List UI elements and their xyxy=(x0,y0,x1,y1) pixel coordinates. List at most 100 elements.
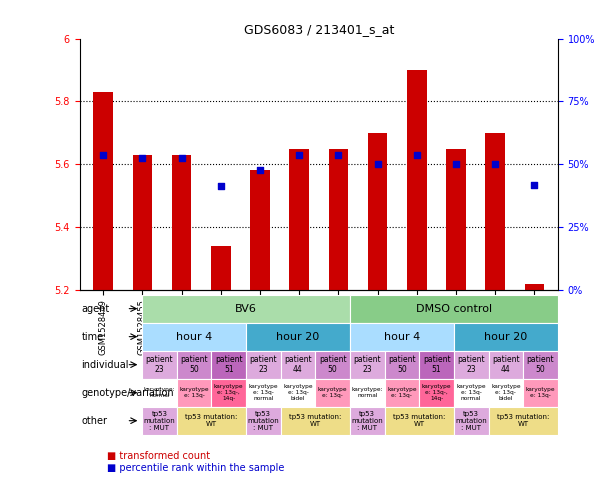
Bar xyxy=(454,351,489,379)
Text: tp53
mutation
: MUT: tp53 mutation : MUT xyxy=(143,411,175,431)
Bar xyxy=(177,351,211,379)
Bar xyxy=(142,379,177,407)
Text: other: other xyxy=(82,416,107,426)
Text: karyotype
e: 13q-,
14q-: karyotype e: 13q-, 14q- xyxy=(422,384,451,401)
Bar xyxy=(454,407,489,435)
Bar xyxy=(172,155,191,290)
Bar xyxy=(523,351,558,379)
Text: patient
50: patient 50 xyxy=(319,355,346,374)
Bar xyxy=(246,407,281,435)
Bar xyxy=(329,148,348,290)
Point xyxy=(451,160,461,168)
Text: ■ percentile rank within the sample: ■ percentile rank within the sample xyxy=(107,463,284,472)
Text: tp53
mutation
: MUT: tp53 mutation : MUT xyxy=(248,411,279,431)
Bar xyxy=(407,70,427,290)
Text: karyotype
e: 13q-,
14q-: karyotype e: 13q-, 14q- xyxy=(214,384,243,401)
Bar xyxy=(281,379,315,407)
Text: patient
50: patient 50 xyxy=(180,355,208,374)
Bar xyxy=(132,155,152,290)
Point xyxy=(373,160,383,168)
Text: karyotype:
normal: karyotype: normal xyxy=(351,387,383,398)
Point xyxy=(490,160,500,168)
Text: patient
44: patient 44 xyxy=(492,355,520,374)
Bar xyxy=(211,379,246,407)
Text: individual: individual xyxy=(82,360,129,369)
Text: DMSO control: DMSO control xyxy=(416,304,492,313)
Text: tp53 mutation:
WT: tp53 mutation: WT xyxy=(185,414,238,427)
Text: agent: agent xyxy=(82,304,110,313)
Bar xyxy=(246,379,281,407)
Text: karyotype
e: 13q-: karyotype e: 13q- xyxy=(179,387,209,398)
Text: patient
23: patient 23 xyxy=(145,355,173,374)
Bar xyxy=(485,133,505,290)
Text: tp53
mutation
: MUT: tp53 mutation : MUT xyxy=(351,411,383,431)
Bar xyxy=(315,351,350,379)
Bar xyxy=(350,379,384,407)
Bar xyxy=(454,379,489,407)
Title: GDS6083 / 213401_s_at: GDS6083 / 213401_s_at xyxy=(243,23,394,36)
Text: patient
44: patient 44 xyxy=(284,355,312,374)
Bar xyxy=(350,407,384,435)
Point xyxy=(530,181,539,188)
Bar xyxy=(250,170,270,290)
Bar xyxy=(419,379,454,407)
Bar xyxy=(523,379,558,407)
Text: tp53 mutation:
WT: tp53 mutation: WT xyxy=(497,414,549,427)
Text: patient
23: patient 23 xyxy=(249,355,277,374)
Bar xyxy=(142,407,177,435)
Bar xyxy=(246,351,281,379)
Text: ■ transformed count: ■ transformed count xyxy=(107,452,210,461)
Text: karyotype
e: 13q-: karyotype e: 13q- xyxy=(387,387,417,398)
Point xyxy=(333,151,343,158)
Bar xyxy=(454,323,558,351)
Bar xyxy=(350,323,454,351)
Point xyxy=(216,182,226,190)
Point xyxy=(137,154,147,162)
Bar xyxy=(419,351,454,379)
Bar xyxy=(142,323,246,351)
Text: tp53 mutation:
WT: tp53 mutation: WT xyxy=(289,414,341,427)
Bar xyxy=(315,379,350,407)
Text: time: time xyxy=(82,332,104,341)
Bar xyxy=(211,351,246,379)
Bar xyxy=(350,295,558,323)
Bar xyxy=(368,133,387,290)
Bar xyxy=(446,148,466,290)
Bar xyxy=(384,407,454,435)
Bar xyxy=(525,284,544,290)
Point xyxy=(255,167,265,174)
Bar xyxy=(489,407,558,435)
Text: tp53
mutation
: MUT: tp53 mutation : MUT xyxy=(455,411,487,431)
Bar xyxy=(246,323,350,351)
Bar xyxy=(281,351,315,379)
Text: karyotype
e: 13q-: karyotype e: 13q- xyxy=(318,387,348,398)
Text: hour 20: hour 20 xyxy=(276,332,319,341)
Text: karyotype
e: 13q-
normal: karyotype e: 13q- normal xyxy=(457,384,486,401)
Text: patient
51: patient 51 xyxy=(423,355,451,374)
Text: genotype/variation: genotype/variation xyxy=(82,388,174,398)
Bar xyxy=(211,246,230,290)
Bar xyxy=(142,295,350,323)
Point xyxy=(294,151,304,158)
Text: patient
51: patient 51 xyxy=(215,355,243,374)
Bar xyxy=(281,407,350,435)
Bar xyxy=(384,379,419,407)
Text: karyotype
e: 13q-
bidel: karyotype e: 13q- bidel xyxy=(491,384,520,401)
Point xyxy=(412,151,422,158)
Text: karyotype:
normal: karyotype: normal xyxy=(143,387,175,398)
Text: BV6: BV6 xyxy=(235,304,257,313)
Point xyxy=(177,154,186,162)
Text: karyotype
e: 13q-
normal: karyotype e: 13q- normal xyxy=(248,384,278,401)
Bar xyxy=(489,351,523,379)
Text: karyotype
e: 13q-
bidel: karyotype e: 13q- bidel xyxy=(283,384,313,401)
Point xyxy=(98,151,108,158)
Text: hour 20: hour 20 xyxy=(484,332,527,341)
Bar xyxy=(142,351,177,379)
Text: tp53 mutation:
WT: tp53 mutation: WT xyxy=(393,414,446,427)
Text: hour 4: hour 4 xyxy=(176,332,212,341)
Bar xyxy=(384,351,419,379)
Text: patient
50: patient 50 xyxy=(527,355,554,374)
Text: karyotype
e: 13q-: karyotype e: 13q- xyxy=(526,387,555,398)
Bar xyxy=(177,379,211,407)
Bar xyxy=(93,92,113,290)
